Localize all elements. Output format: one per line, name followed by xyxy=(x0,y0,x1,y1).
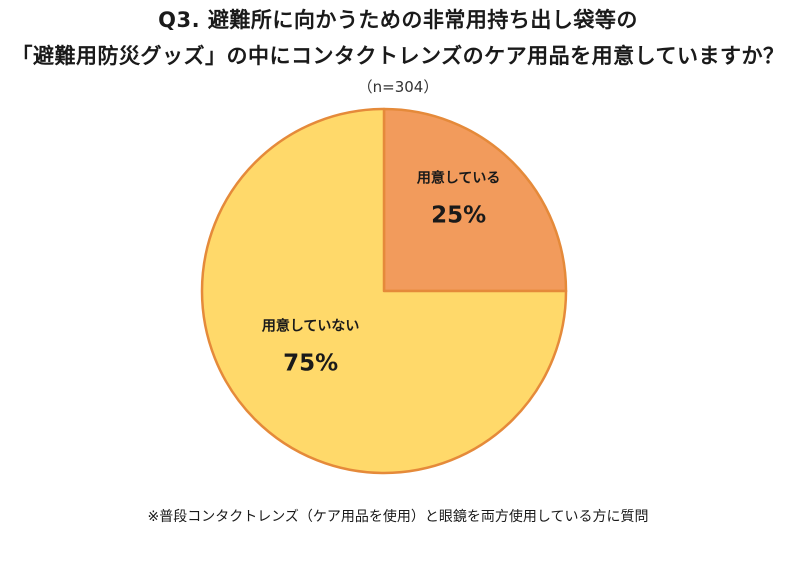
slice-value-label-1: 25% xyxy=(431,202,486,228)
slice-label-1: 用意している xyxy=(417,169,501,186)
slice-label-2: 用意していない xyxy=(262,317,360,334)
slice-value-label-2: 75% xyxy=(283,350,338,376)
chart-title-line-2: 「避難用防災グッズ」の中にコンタクトレンズのケア用品を用意していますか？ xyxy=(11,44,785,68)
chart-title-line-1: Q3. 避難所に向かうための非常用持ち出し袋等の xyxy=(158,8,638,32)
footnote: ※普段コンタクトレンズ（ケア用品を使用）と眼鏡を両方使用している方に質問 xyxy=(147,509,649,525)
pie-slice-1 xyxy=(382,107,568,293)
sample-size-label: （n=304） xyxy=(357,78,439,96)
pie-slice-2 xyxy=(200,107,568,475)
